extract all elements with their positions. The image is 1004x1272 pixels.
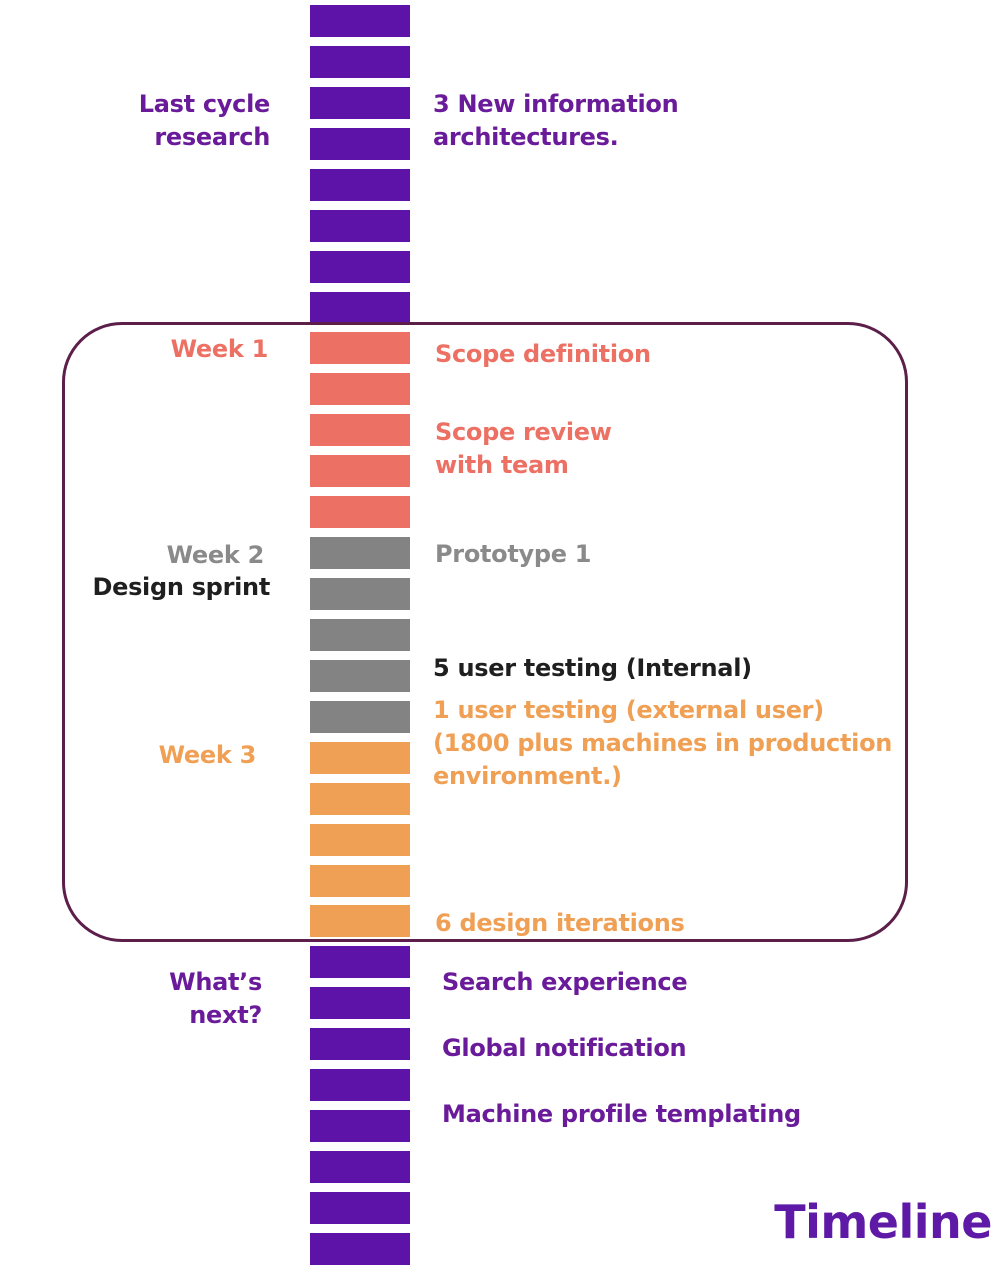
- timeline-block-purple: [310, 251, 410, 283]
- timeline-block-purple: [310, 1233, 410, 1265]
- scope-review-label: Scope review with team: [435, 418, 612, 479]
- sprint-highlight-frame: [62, 322, 908, 942]
- week-2-label: Week 2: [166, 541, 265, 569]
- timeline-block-grey: [310, 660, 410, 692]
- machine-profile-templating-label: Machine profile templating: [442, 1100, 801, 1128]
- timeline-block-purple: [310, 128, 410, 160]
- timeline-block-purple: [310, 210, 410, 242]
- last-cycle-research-label: Last cycle research: [138, 90, 271, 151]
- timeline-block-salmon: [310, 455, 410, 487]
- timeline-block-salmon: [310, 373, 410, 405]
- external-user-testing-label: 1 user testing (external user) (1800 plu…: [433, 696, 893, 790]
- week-3-label: Week 3: [158, 741, 257, 769]
- timeline-block-orange: [310, 742, 410, 774]
- timeline-block-orange: [310, 865, 410, 897]
- timeline-block-grey: [310, 578, 410, 610]
- timeline-block-purple: [310, 5, 410, 37]
- timeline-block-salmon: [310, 496, 410, 528]
- timeline-block-purple: [310, 292, 410, 324]
- timeline-block-purple: [310, 946, 410, 978]
- timeline-block-orange: [310, 905, 410, 937]
- timeline-block-purple: [310, 169, 410, 201]
- design-sprint-label: Design sprint: [92, 573, 270, 601]
- timeline-block-purple: [310, 87, 410, 119]
- prototype-1-label: Prototype 1: [435, 540, 592, 568]
- timeline-block-purple: [310, 1151, 410, 1183]
- search-experience-label: Search experience: [442, 968, 688, 996]
- timeline-block-purple: [310, 1110, 410, 1142]
- timeline-block-salmon: [310, 332, 410, 364]
- global-notification-label: Global notification: [442, 1034, 687, 1062]
- timeline-block-grey: [310, 619, 410, 651]
- timeline-block-grey: [310, 701, 410, 733]
- timeline-block-salmon: [310, 414, 410, 446]
- timeline-block-grey: [310, 537, 410, 569]
- internal-user-testing-label: 5 user testing (Internal): [433, 654, 752, 682]
- timeline-block-purple: [310, 46, 410, 78]
- scope-definition-label: Scope definition: [435, 340, 651, 368]
- timeline-block-purple: [310, 1028, 410, 1060]
- whats-next-label: What’s next?: [169, 968, 262, 1029]
- timeline-block-purple: [310, 987, 410, 1019]
- timeline-block-purple: [310, 1069, 410, 1101]
- timeline-block-orange: [310, 783, 410, 815]
- week-1-label: Week 1: [170, 335, 269, 363]
- timeline-title: Timeline: [774, 1195, 992, 1249]
- new-information-architectures-label: 3 New information architectures.: [433, 90, 679, 151]
- timeline-block-purple: [310, 1192, 410, 1224]
- design-iterations-label: 6 design iterations: [435, 909, 685, 937]
- timeline-block-orange: [310, 824, 410, 856]
